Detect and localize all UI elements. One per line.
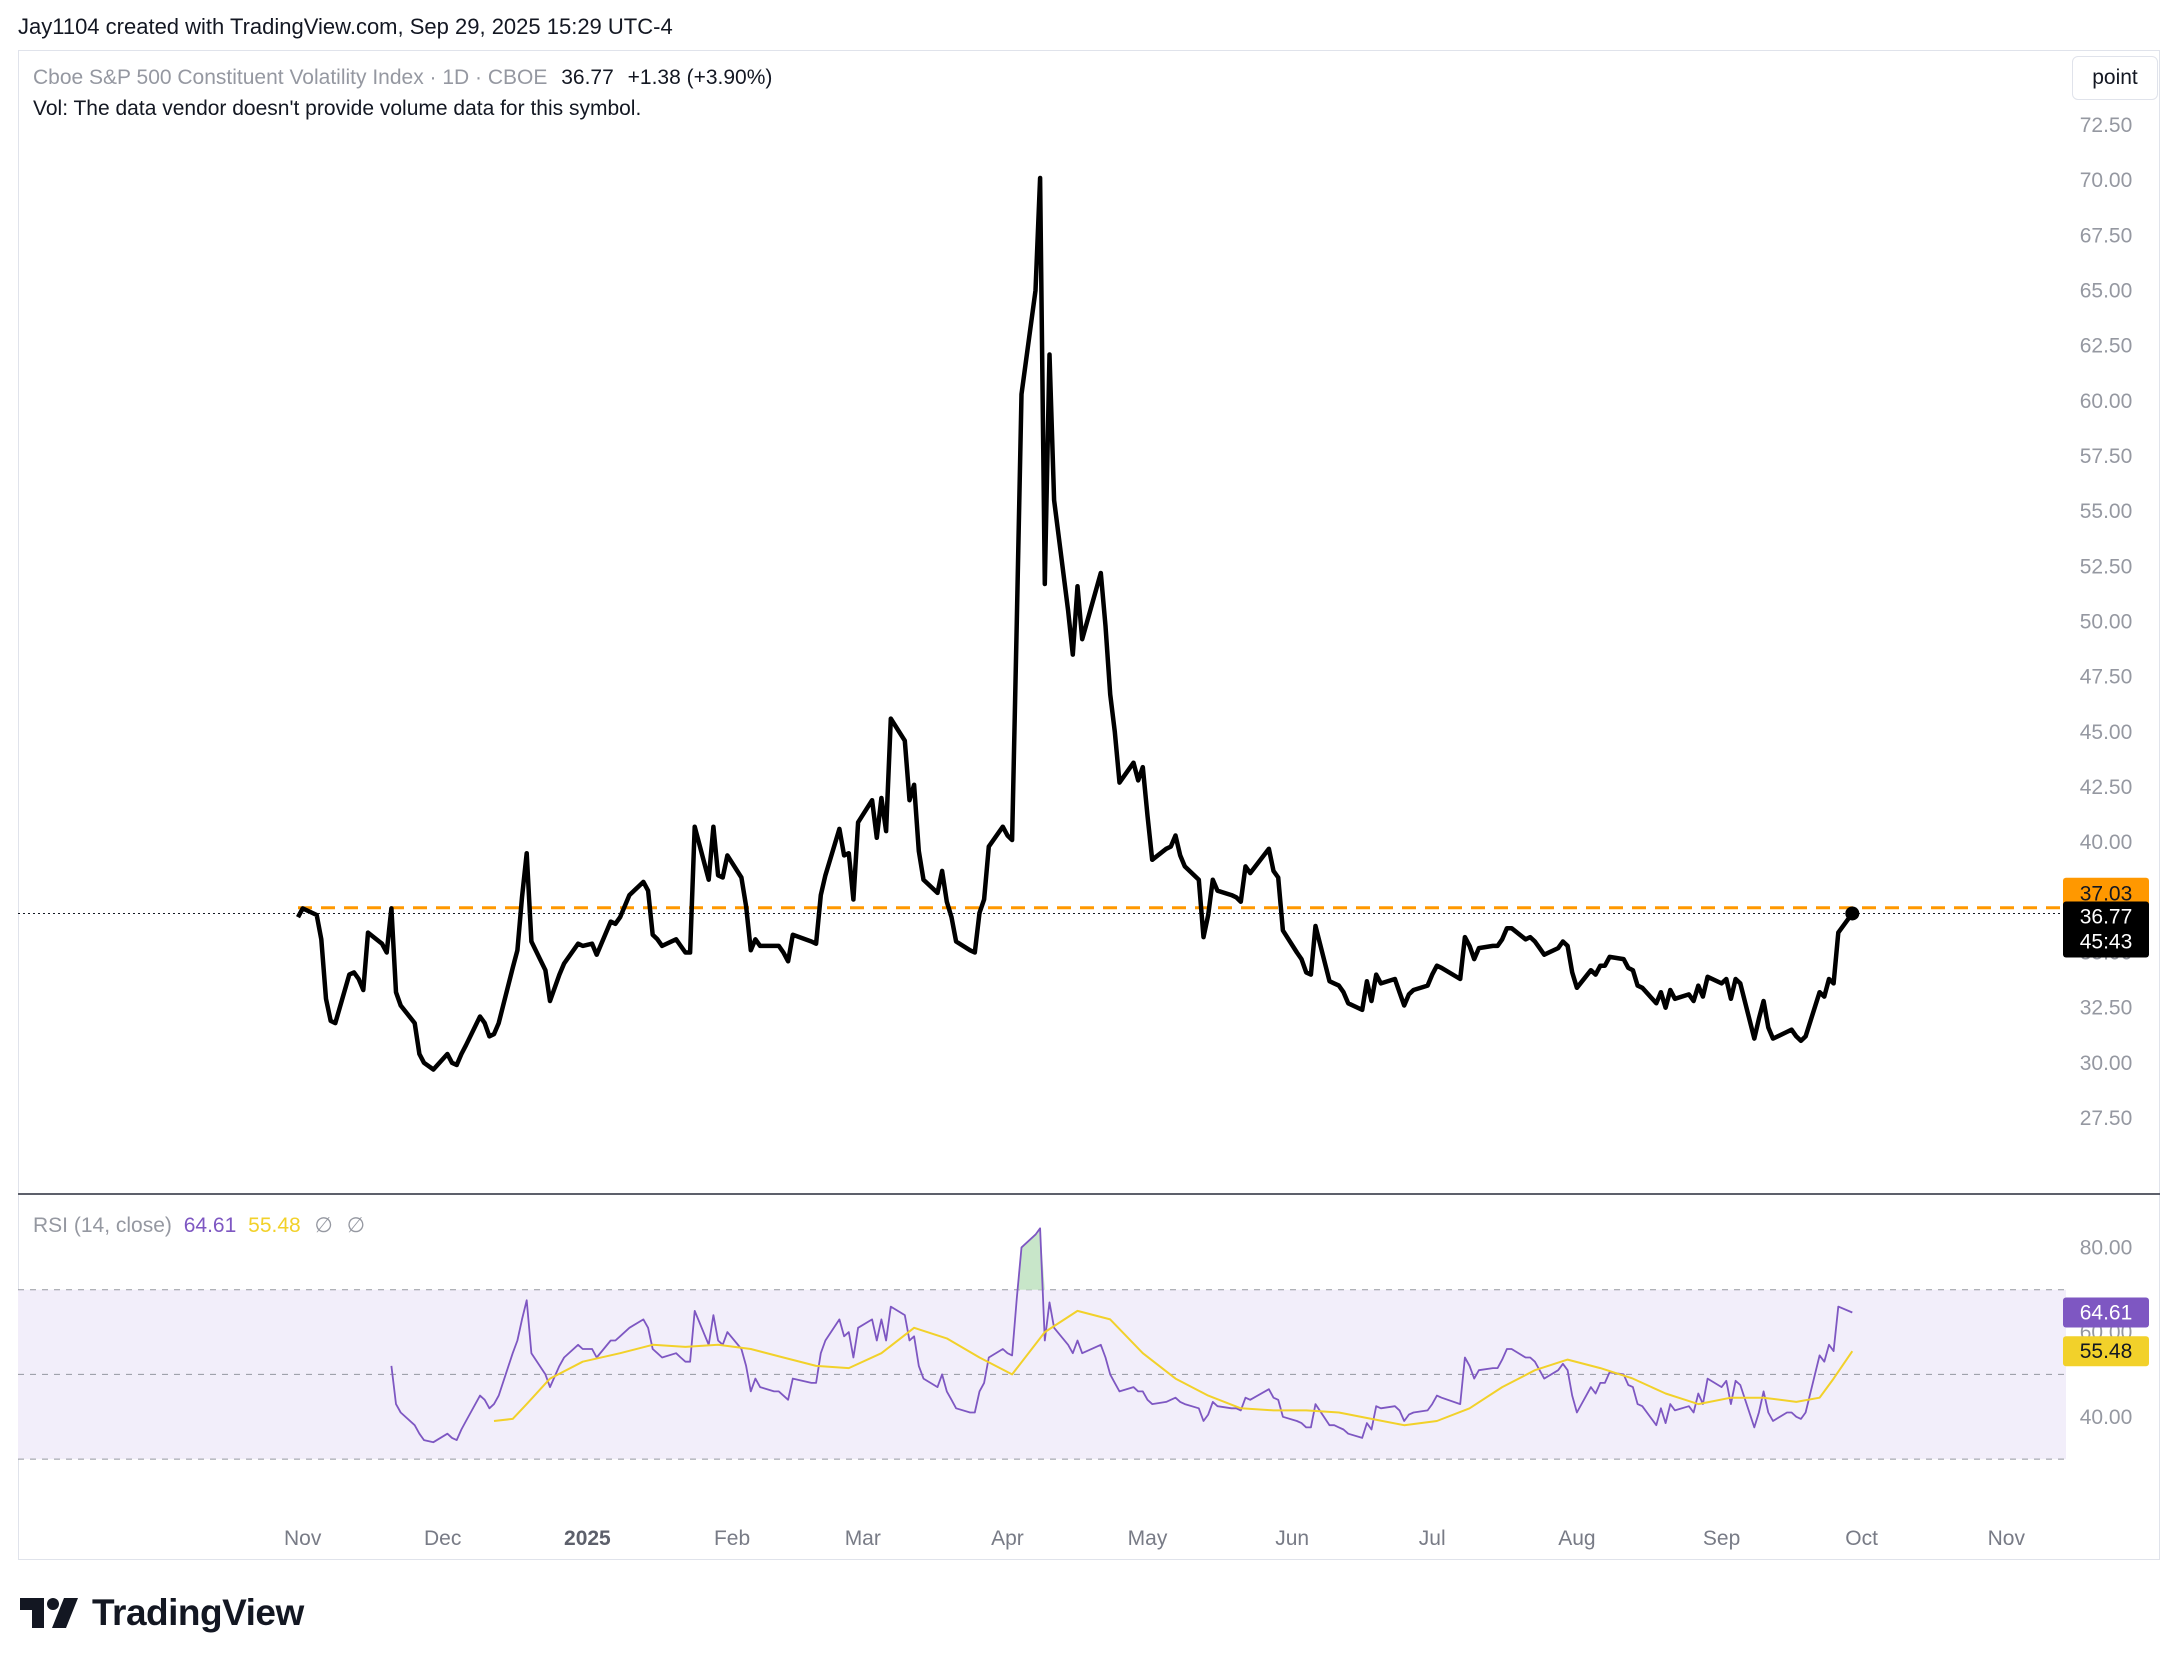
price-series-line — [296, 175, 1855, 1072]
price-tick-label: 65.00 — [2080, 280, 2133, 303]
rsi-tick-label: 40.00 — [2080, 1406, 2133, 1429]
last-price-tag-text: 36.77 — [2080, 905, 2133, 928]
time-tick-label: Jul — [1419, 1527, 1446, 1550]
time-tick-label: Jun — [1275, 1527, 1309, 1550]
time-tick-label: Nov — [284, 1527, 322, 1550]
symbol-legend: Cboe S&P 500 Constituent Volatility Inde… — [33, 66, 772, 90]
time-tick-label: Mar — [845, 1527, 881, 1550]
price-change-value: +1.38 (+3.90%) — [627, 66, 773, 89]
time-tick-label: Nov — [1988, 1527, 2026, 1550]
price-tick-label: 42.50 — [2080, 776, 2133, 799]
price-tick-label: 30.00 — [2080, 1052, 2133, 1075]
price-tick-label: 50.00 — [2080, 611, 2133, 634]
rsi-tick-label: 80.00 — [2080, 1236, 2133, 1259]
volume-note: Vol: The data vendor doesn't provide vol… — [33, 97, 642, 120]
rsi-ma-tag — [2063, 1336, 2149, 1367]
rsi-value-tag — [2063, 1297, 2149, 1328]
last-price-marker — [1845, 906, 1860, 921]
rsi-overbought-fill — [1016, 1228, 1045, 1290]
price-tick-label: 47.50 — [2080, 666, 2133, 689]
last-price-value: 36.77 — [561, 66, 614, 89]
price-tick-label: 52.50 — [2080, 555, 2133, 578]
price-tick-label: 32.50 — [2080, 997, 2133, 1020]
price-tick-label: 62.50 — [2080, 335, 2133, 358]
rsi-ma-value: 55.48 — [248, 1214, 301, 1237]
price-axis[interactable]: 72.50 70.00 67.50 65.00 62.50 60.00 57.50 55.00… — [2080, 114, 2133, 1130]
point-button[interactable]: point — [2072, 56, 2158, 100]
time-tick-label: Apr — [991, 1527, 1024, 1550]
price-tick-label: 70.00 — [2080, 169, 2133, 192]
tradingview-logo-icon — [20, 1598, 78, 1628]
attribution-text: Jay1104 created with TradingView.com, Se… — [18, 14, 673, 39]
na-icon: ∅ — [346, 1214, 365, 1237]
rsi-legend: RSI (14, close) 64.61 55.48 ∅ ∅ — [33, 1213, 365, 1238]
price-tick-label: 27.50 — [2080, 1107, 2133, 1130]
price-tick-label: 45.00 — [2080, 721, 2133, 744]
na-icon: ∅ — [314, 1214, 333, 1237]
price-tick-label: 72.50 — [2080, 114, 2133, 137]
price-tick-label: 57.50 — [2080, 445, 2133, 468]
price-tick-label: 67.50 — [2080, 224, 2133, 247]
time-tick-label: May — [1128, 1527, 1168, 1550]
level-price-tag-text: 37.03 — [2080, 883, 2133, 906]
rsi-value: 64.61 — [183, 1214, 237, 1237]
rsi-ma-series-line — [493, 1309, 1854, 1427]
time-tick-label: Feb — [714, 1527, 750, 1550]
time-axis[interactable]: Nov Dec 2025 Feb Mar Apr May Jun Jul Aug Sep Oct Nov — [284, 1527, 2026, 1550]
brand-name: TradingView — [92, 1592, 304, 1633]
rsi-ma-tag-text: 55.48 — [2080, 1340, 2133, 1363]
price-tick-label: 40.00 — [2080, 831, 2133, 854]
time-tick-label: Dec — [424, 1527, 461, 1550]
rsi-label: RSI (14, close) — [33, 1214, 172, 1237]
bar-countdown-text: 45:43 — [2080, 930, 2133, 953]
price-tick-label: 60.00 — [2080, 390, 2133, 413]
price-tick-label: 55.00 — [2080, 500, 2133, 523]
last-price-tag — [2063, 901, 2149, 958]
brand-logo[interactable]: TradingView — [20, 1592, 304, 1634]
chart-frame — [18, 50, 2160, 1560]
time-tick-label: Aug — [1558, 1527, 1595, 1550]
rsi-value-tag-text: 64.61 — [2080, 1302, 2133, 1325]
time-tick-label: 2025 — [564, 1527, 611, 1550]
time-tick-label: Oct — [1845, 1527, 1878, 1550]
symbol-description: Cboe S&P 500 Constituent Volatility Inde… — [33, 66, 548, 89]
time-tick-label: Sep — [1703, 1527, 1740, 1550]
